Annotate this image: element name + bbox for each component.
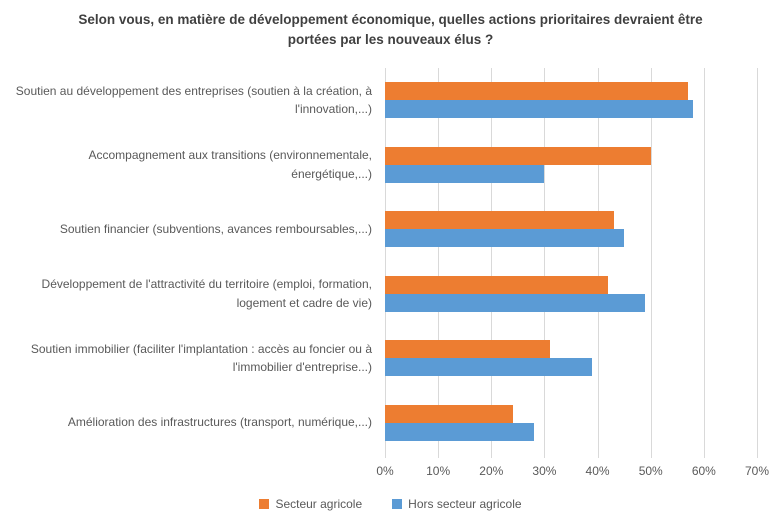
- gridline: [438, 68, 440, 458]
- legend-swatch-icon: [259, 499, 270, 509]
- x-axis-tick-label: 0%: [376, 464, 394, 478]
- bar-secteur-agricole: [385, 340, 550, 359]
- gridline: [385, 68, 386, 458]
- x-axis-tick-label: 60%: [691, 464, 716, 478]
- x-axis-tick-label: 40%: [585, 464, 610, 478]
- x-axis: 0% 10% 20% 30% 40% 50% 60% 70%: [376, 464, 769, 480]
- category-axis: Soutien au développement des entreprises…: [6, 68, 372, 455]
- category-band: [385, 262, 757, 327]
- legend-item-secteur-agricole: Secteur agricole: [259, 497, 362, 511]
- legend-swatch-icon: [392, 499, 403, 509]
- category-band: [385, 197, 757, 262]
- category-label: Soutien au développement des entreprises…: [15, 83, 372, 117]
- category-label: Amélioration des infrastructures (transp…: [67, 415, 372, 430]
- x-axis-tick-label: 20%: [479, 464, 504, 478]
- x-axis-tick-label: 50%: [638, 464, 663, 478]
- bar-hors-secteur-agricole: [385, 164, 545, 183]
- bars-layer: [385, 68, 757, 455]
- gridline: [544, 68, 546, 458]
- gridline: [703, 68, 705, 458]
- gridline: [597, 68, 599, 458]
- bar-secteur-agricole: [385, 211, 614, 230]
- bar-hors-secteur-agricole: [385, 293, 646, 312]
- category-band: [385, 391, 757, 456]
- bar-hors-secteur-agricole: [385, 358, 593, 377]
- plot-area: [385, 68, 758, 458]
- legend-item-hors-secteur-agricole: Hors secteur agricole: [392, 497, 522, 511]
- bar-secteur-agricole: [385, 404, 513, 423]
- category-label: Soutien immobilier (faciliter l'implanta…: [30, 341, 372, 375]
- category-label: Développement de l'attractivité du terri…: [41, 277, 372, 310]
- bar-hors-secteur-agricole: [385, 422, 534, 441]
- bar-secteur-agricole: [385, 82, 688, 101]
- bar-secteur-agricole: [385, 146, 651, 165]
- category-band: [385, 68, 757, 133]
- gridline: [491, 68, 493, 458]
- bar-secteur-agricole: [385, 275, 609, 294]
- bar-hors-secteur-agricole: [385, 100, 694, 119]
- legend: Secteur agricole Hors secteur agricole: [0, 497, 781, 511]
- category-label: Soutien financier (subventions, avances …: [59, 221, 372, 236]
- x-axis-tick-label: 10%: [426, 464, 451, 478]
- gridline: [650, 68, 652, 458]
- gridline: [757, 68, 758, 458]
- x-axis-tick-label: 30%: [532, 464, 557, 478]
- chart-title: Selon vous, en matière de développement …: [78, 12, 703, 48]
- legend-label: Hors secteur agricole: [408, 497, 522, 511]
- category-band: [385, 133, 757, 198]
- category-band: [385, 326, 757, 391]
- bar-hors-secteur-agricole: [385, 229, 625, 248]
- x-axis-tick-label: 70%: [744, 464, 770, 478]
- legend-label: Secteur agricole: [275, 497, 363, 511]
- category-label: Accompagnement aux transitions (environn…: [88, 148, 373, 181]
